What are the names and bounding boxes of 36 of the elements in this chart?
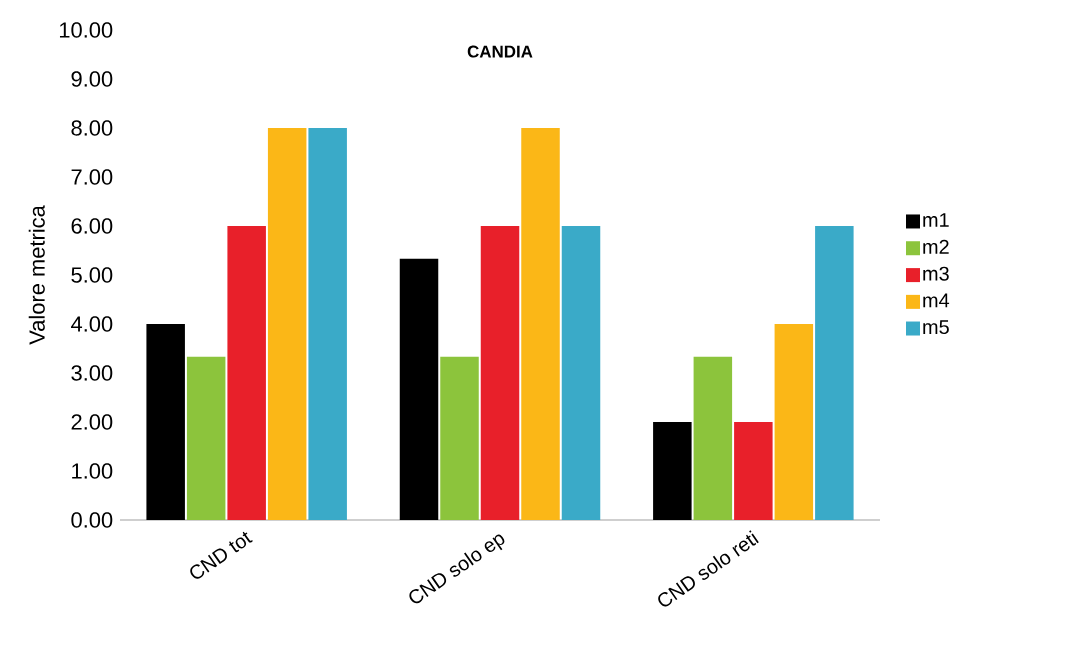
x-tick-label: CND tot — [190, 531, 253, 579]
legend-label: m4 — [923, 293, 950, 308]
bar — [693, 356, 733, 520]
y-tick-label: 4.00 — [71, 316, 113, 332]
bar — [734, 422, 773, 520]
x-tick-label: CND solo reti — [658, 530, 759, 607]
legend-label: m3 — [923, 266, 949, 281]
bar — [227, 226, 266, 520]
y-tick-label: 6.00 — [71, 218, 113, 234]
y-tick-label: 0.00 — [71, 512, 113, 528]
bar — [815, 226, 854, 520]
y-tick-label: 1.00 — [72, 463, 113, 479]
bar — [267, 128, 307, 520]
legend-label: m5 — [923, 320, 949, 335]
y-tick-label: 2.00 — [71, 414, 113, 430]
y-tick-label: 10.00 — [59, 22, 113, 38]
y-tick-label: 9.00 — [71, 71, 113, 87]
bar — [480, 226, 520, 520]
y-tick-label: 5.00 — [71, 267, 113, 283]
legend-label: m1 — [923, 213, 949, 227]
bar — [774, 324, 814, 520]
legend-label: m2 — [923, 239, 949, 254]
bar — [146, 324, 185, 520]
bar — [653, 422, 692, 520]
y-tick-label: 7.00 — [71, 169, 113, 185]
text: CANDIA — [467, 45, 533, 58]
bar — [308, 128, 347, 520]
x-tick-label: CND solo ep — [409, 534, 505, 604]
bar — [561, 226, 601, 520]
bar — [440, 356, 479, 520]
bar — [521, 128, 560, 520]
y-tick-label: 3.00 — [71, 365, 113, 381]
y-axis-title: Valore metrica — [28, 205, 45, 345]
bar — [186, 356, 226, 520]
y-tick-label: 8.00 — [71, 120, 113, 136]
bar — [399, 258, 439, 520]
